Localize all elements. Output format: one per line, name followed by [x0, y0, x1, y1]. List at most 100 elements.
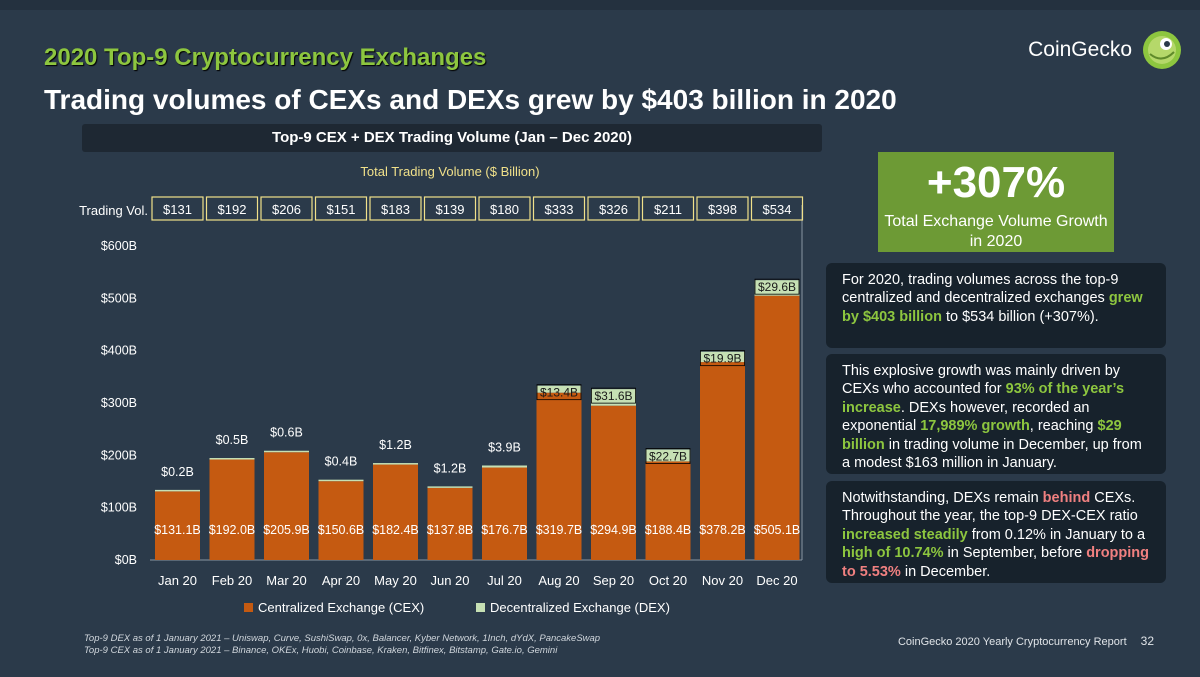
cex-value-label: $137.8B — [427, 523, 474, 537]
total-volume-box — [151, 196, 204, 221]
insight-panel-3: Notwithstanding, DEXs remain behind CEXs… — [826, 481, 1166, 583]
total-volume-label: $206 — [272, 202, 301, 217]
cex-value-label: $176.7B — [481, 523, 528, 537]
dex-label-box — [700, 350, 745, 367]
dex-bar — [209, 458, 255, 460]
gecko-logo-icon — [1143, 31, 1181, 69]
cex-bar — [700, 362, 745, 560]
total-volume-box — [696, 196, 749, 221]
total-volume-box — [260, 196, 313, 221]
total-volume-label: $326 — [599, 202, 628, 217]
cex-bar — [536, 392, 582, 560]
cex-bar — [427, 487, 473, 560]
dex-value-label: $1.2B — [379, 438, 412, 452]
cex-value-label: $192.0B — [209, 523, 256, 537]
footer: CoinGecko 2020 Yearly Cryptocurrency Rep… — [898, 634, 1154, 648]
growth-value: +307% — [926, 158, 1066, 207]
cex-bar — [591, 405, 636, 560]
total-volume-label: $398 — [708, 202, 737, 217]
x-tick-label: Feb 20 — [212, 573, 252, 588]
trading-volume-chart: Total Trading Volume ($ Billion) Trading … — [79, 164, 804, 615]
y-tick-label: $0B — [115, 553, 137, 567]
dex-bar — [264, 450, 309, 453]
brand-name: CoinGecko — [1028, 38, 1132, 61]
dex-bar — [373, 463, 418, 465]
report-name: CoinGecko 2020 Yearly Cryptocurrency Rep… — [897, 636, 1127, 648]
chart-title: Total Trading Volume ($ Billion) — [360, 164, 539, 179]
dex-value-label: $0.5B — [216, 433, 249, 447]
x-tick-label: Jan 20 — [158, 573, 197, 588]
dex-bar — [427, 486, 473, 488]
legend-label-cex: Centralized Exchange (CEX) — [258, 600, 424, 615]
x-tick-label: Aug 20 — [538, 573, 579, 588]
cex-bar — [373, 464, 418, 560]
panel-highlight: 93% of the year’s increase — [842, 381, 1125, 416]
total-volume-box — [750, 196, 804, 221]
total-volume-label: $151 — [327, 202, 356, 217]
dex-value-label: $31.6B — [594, 389, 632, 403]
total-volume-box — [532, 196, 586, 221]
panel-text: Notwithstanding, DEXs remain — [842, 490, 1043, 506]
y-tick-label: $300B — [101, 396, 137, 410]
panel-text: in September, before — [943, 545, 1087, 562]
cex-value-label: $150.6B — [318, 523, 365, 537]
growth-callout: +307% Total Exchange Volume Growth in 20… — [878, 152, 1114, 252]
legend-label-dex: Decentralized Exchange (DEX) — [490, 600, 670, 615]
dex-value-label: $19.9B — [703, 352, 741, 366]
dex-value-label: $1.2B — [434, 461, 467, 475]
cex-bar — [264, 452, 309, 560]
dex-bar — [645, 449, 691, 462]
total-volume-label: $183 — [381, 202, 410, 217]
total-volume-box — [369, 196, 422, 221]
cex-value-label: $378.2B — [699, 523, 746, 537]
panel-text: CEXs. Throughout the year, the top-9 DEX… — [842, 490, 1138, 525]
cex-bar — [482, 467, 527, 560]
dex-value-label: $22.7B — [649, 450, 687, 464]
total-volume-box — [478, 196, 531, 221]
panel-text: . DEXs however, recorded an exponential — [842, 399, 1090, 435]
panel-highlight: 17,989% growth — [920, 418, 1030, 435]
dex-bar — [318, 479, 364, 482]
dex-value-label: $29.6B — [758, 280, 796, 294]
cex-value-label: $319.7B — [536, 523, 583, 537]
dex-label-box — [536, 384, 582, 401]
total-volume-label: $333 — [545, 202, 574, 217]
dex-value-label: $13.4B — [540, 386, 578, 400]
footnote: Top-9 DEX as of 1 January 2021 – Uniswap… — [84, 633, 600, 657]
y-tick-label: $100B — [101, 501, 137, 515]
dex-bar — [482, 465, 527, 468]
panel-text: in December. — [900, 563, 991, 580]
total-volume-box — [314, 196, 368, 221]
cex-value-label: $182.4B — [372, 523, 419, 537]
panel-text: to $534 billion (+307%). — [941, 308, 1099, 325]
legend-swatch-cex — [244, 603, 253, 612]
x-tick-label: Apr 20 — [322, 573, 360, 588]
total-row-label: Trading Vol. — [79, 203, 148, 218]
top-strip — [0, 0, 1200, 10]
x-tick-label: May 20 — [374, 573, 417, 588]
cex-value-label: $294.9B — [590, 523, 637, 537]
total-volume-box — [423, 196, 477, 221]
cex-bar — [645, 461, 691, 560]
panel-highlight: increased steadily — [842, 526, 968, 543]
total-volume-label: $192 — [218, 202, 247, 217]
x-tick-label: Sep 20 — [593, 573, 634, 588]
page-title: Trading volumes of CEXs and DEXs grew by… — [44, 84, 897, 115]
y-tick-label: $600B — [101, 239, 137, 253]
dex-bar — [591, 389, 636, 406]
dex-label-box — [591, 387, 636, 404]
y-tick-label: $200B — [101, 448, 137, 462]
cex-bar — [754, 295, 800, 560]
dex-value-label: $0.6B — [270, 426, 303, 440]
panel-text: in trading volume in December, up from a… — [842, 436, 1142, 472]
dex-bar — [536, 385, 582, 393]
total-volume-label: $139 — [436, 202, 465, 217]
panel-text: , reaching — [1029, 418, 1098, 435]
x-tick-label: Mar 20 — [266, 573, 306, 588]
dex-value-label: $0.2B — [161, 465, 194, 479]
cex-value-label: $205.9B — [263, 523, 310, 537]
footnote-cex: Top-9 CEX as of 1 January 2021 – Binance… — [84, 645, 558, 656]
panel-highlight: high of 10.74% — [842, 545, 944, 562]
dex-label-box — [645, 448, 691, 464]
dex-value-label: $0.4B — [325, 455, 358, 469]
